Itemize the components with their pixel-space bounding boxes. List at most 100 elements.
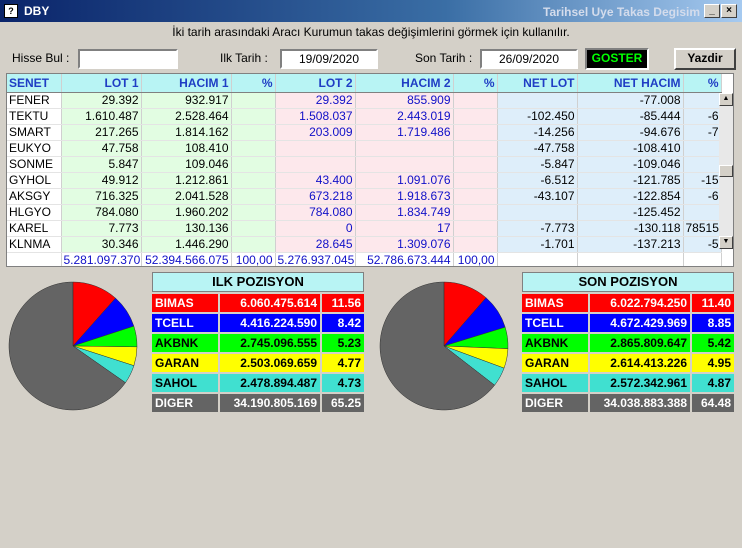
cell-pct2	[453, 204, 498, 221]
position-name: GARAN	[522, 354, 588, 372]
position-name: SAHOL	[152, 374, 218, 392]
start-date-field[interactable]: 19/09/2020	[280, 49, 378, 69]
cell-net-pct	[683, 140, 722, 157]
col-header-hacim2[interactable]: HACIM 2	[355, 74, 454, 93]
col-header-pct2[interactable]: %	[453, 74, 498, 93]
pie-slice-diger	[8, 281, 126, 411]
close-button[interactable]: ×	[721, 4, 737, 18]
col-header-net-hacim[interactable]: NET HACIM	[577, 74, 684, 93]
cell-net-pct	[683, 156, 722, 173]
position-row-tcell: TCELL 4.672.429.969 8.85	[522, 314, 734, 333]
cell-hacim2: 2.443.019	[355, 108, 454, 125]
table-row[interactable]: SONME 5.847 109.046 -5.847 -109.046	[7, 156, 722, 173]
minimize-button[interactable]: _	[704, 4, 720, 18]
totals-row: 5.281.097.370 52.394.566.075 100,00 5.276.9…	[7, 252, 722, 266]
cell-senet: SONME	[7, 156, 62, 173]
cell-pct2	[453, 220, 498, 237]
table-row[interactable]: AKSGY 716.325 2.041.528 673.218 1.918.673 -43…	[7, 188, 722, 205]
cell-net-hacim: -122.854	[577, 188, 684, 205]
cell-net-pct	[683, 92, 722, 109]
cell-net-pct	[683, 204, 722, 221]
app-icon[interactable]: ?	[4, 4, 18, 18]
position-name: AKBNK	[522, 334, 588, 352]
cell-lot1: 1.610.487	[61, 108, 142, 125]
table-row[interactable]: HLGYO 784.080 1.960.202 784.080 1.834.749 -12…	[7, 204, 722, 221]
table-row[interactable]: EUKYO 47.758 108.410 -47.758 -108.410	[7, 140, 722, 157]
cell-net-pct: -7	[683, 124, 722, 141]
show-button[interactable]: GOSTER	[585, 48, 649, 70]
cell-pct1	[231, 156, 276, 173]
position-row-garan: GARAN 2.614.413.226 4.95	[522, 354, 734, 373]
cell-pct2	[453, 124, 498, 141]
table-row[interactable]: KLNMA 30.346 1.446.290 28.645 1.309.076 -1.70…	[7, 236, 722, 253]
app-name: DBY	[24, 4, 50, 18]
position-row-diger: DIGER 34.190.805.169 65.25	[152, 394, 364, 413]
cell-senet: AKSGY	[7, 188, 62, 205]
print-button[interactable]: Yazdir	[674, 48, 736, 70]
total-net-pct	[683, 252, 722, 266]
position-pct: 4.77	[322, 354, 364, 372]
col-header-net-pct[interactable]: %	[683, 74, 722, 93]
cell-net-hacim: -109.046	[577, 156, 684, 173]
cell-net-pct: -5	[683, 236, 722, 253]
end-date-label: Son Tarih :	[415, 51, 473, 65]
position-value: 2.745.096.555	[220, 334, 320, 352]
cell-hacim1: 1.212.861	[141, 172, 232, 189]
cell-net-pct: -6	[683, 188, 722, 205]
position-row-akbnk: AKBNK 2.865.809.647 5.42	[522, 334, 734, 353]
position-row-bimas: BIMAS 6.060.475.614 11.56	[152, 294, 364, 313]
cell-net-lot: -6.512	[497, 172, 578, 189]
cell-net-lot: -43.107	[497, 188, 578, 205]
takas-grid[interactable]: SENET LOT 1 HACIM 1 % LOT 2 HACIM 2 % NE…	[6, 73, 734, 267]
end-date-field[interactable]: 26/09/2020	[480, 49, 578, 69]
scroll-down-icon[interactable]: ▼	[719, 236, 733, 249]
cell-hacim1: 109.046	[141, 156, 232, 173]
position-value: 34.190.805.169	[220, 394, 320, 412]
col-header-pct1[interactable]: %	[231, 74, 276, 93]
cell-lot1: 30.346	[61, 236, 142, 253]
scroll-thumb[interactable]	[719, 165, 733, 177]
cell-pct1	[231, 188, 276, 205]
cell-lot1: 47.758	[61, 140, 142, 157]
col-header-net-lot[interactable]: NET LOT	[497, 74, 578, 93]
position-name: TCELL	[522, 314, 588, 332]
cell-lot2: 673.218	[275, 188, 356, 205]
cell-net-lot: -47.758	[497, 140, 578, 157]
cell-net-hacim: -94.676	[577, 124, 684, 141]
cell-lot2	[275, 140, 356, 157]
cell-pct1	[231, 220, 276, 237]
total-lot1: 5.281.097.370	[61, 252, 142, 266]
position-value: 6.022.794.250	[590, 294, 690, 312]
position-row-sahol: SAHOL 2.478.894.487 4.73	[152, 374, 364, 393]
cell-pct2	[453, 156, 498, 173]
position-value: 4.416.224.590	[220, 314, 320, 332]
position-value: 2.865.809.647	[590, 334, 690, 352]
col-header-lot1[interactable]: LOT 1	[61, 74, 142, 93]
position-name: DIGER	[152, 394, 218, 412]
table-row[interactable]: GYHOL 49.912 1.212.861 43.400 1.091.076 -6.51…	[7, 172, 722, 189]
scroll-up-icon[interactable]: ▲	[719, 93, 733, 106]
position-value: 2.503.069.659	[220, 354, 320, 372]
cell-hacim2: 17	[355, 220, 454, 237]
table-row[interactable]: FENER 29.392 932.917 29.392 855.909 -77.008	[7, 92, 722, 109]
cell-pct2	[453, 188, 498, 205]
position-name: GARAN	[152, 354, 218, 372]
position-row-bimas: BIMAS 6.022.794.250 11.40	[522, 294, 734, 313]
cell-lot2: 1.508.037	[275, 108, 356, 125]
col-header-lot2[interactable]: LOT 2	[275, 74, 356, 93]
col-header-hacim1[interactable]: HACIM 1	[141, 74, 232, 93]
search-label: Hisse Bul :	[12, 51, 70, 65]
cell-pct2	[453, 172, 498, 189]
table-row[interactable]: TEKTU 1.610.487 2.528.464 1.508.037 2.443.01…	[7, 108, 722, 125]
cell-lot1: 784.080	[61, 204, 142, 221]
grid-scrollbar[interactable]: ▲ ▼	[719, 93, 733, 249]
cell-hacim1: 1.814.162	[141, 124, 232, 141]
table-row[interactable]: SMART 217.265 1.814.162 203.009 1.719.486 -14…	[7, 124, 722, 141]
col-header-senet[interactable]: SENET	[7, 74, 62, 93]
cell-pct1	[231, 140, 276, 157]
cell-lot2: 29.392	[275, 92, 356, 109]
search-input[interactable]	[78, 49, 178, 69]
cell-senet: EUKYO	[7, 140, 62, 157]
cell-hacim2: 1.834.749	[355, 204, 454, 221]
